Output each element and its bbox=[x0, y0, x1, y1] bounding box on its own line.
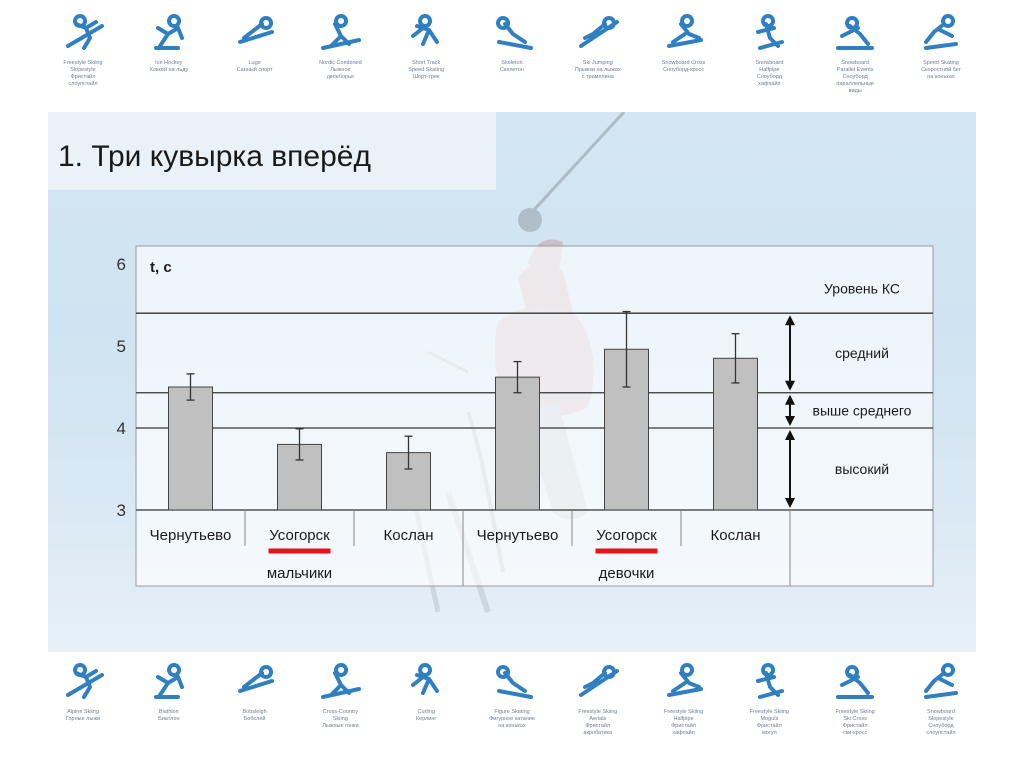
pictogram-caption: Snowboard Cross Сноуборд-кросс bbox=[661, 60, 706, 73]
ski-jumping-icon bbox=[578, 16, 619, 48]
y-tick-label: 6 bbox=[117, 255, 126, 274]
pictogram-caption: Luge Санный спорт bbox=[236, 60, 273, 73]
pictogram-caption: Snowboard Halfpipe Сноуборд хафпайп bbox=[755, 60, 784, 87]
bobsleigh-icon bbox=[237, 665, 274, 693]
bottom-pictogram: Freestyle Skiing Aerials Фристайл акроба… bbox=[563, 655, 633, 763]
level-arrow-head bbox=[785, 380, 795, 391]
pictogram-caption: Freestyle Skiing Aerials Фристайл акроба… bbox=[578, 709, 618, 736]
pictogram-caption: Bobsleigh Бобслей bbox=[242, 709, 267, 722]
level-arrow-head bbox=[785, 315, 795, 326]
title-box: 1. Три кувырка вперёд bbox=[48, 112, 496, 190]
pictogram-caption: Ice Hockey Хоккей на льду bbox=[149, 60, 189, 73]
level-label: средний bbox=[835, 345, 889, 361]
freestyle-moguls-icon bbox=[756, 663, 785, 699]
level-label: Уровень КС bbox=[824, 281, 900, 297]
y-axis-label: t, с bbox=[150, 259, 172, 276]
level-label: выше среднего bbox=[813, 402, 912, 418]
top-pictogram: Snowboard Parallel Events Сноуборд парал… bbox=[820, 6, 890, 106]
bottom-pictogram: Alpine Skiing Горные лыжи bbox=[48, 655, 118, 763]
bottom-pictogram: Snowboard Slopestyle Сноуборд слоупстайл bbox=[906, 655, 976, 763]
pictogram-caption: Nordic Combined Лыжное двоеборье bbox=[319, 60, 362, 80]
group-label: девочки bbox=[599, 565, 655, 582]
bottom-pictogram: Figure Skating Фигурное катание на коньк… bbox=[477, 655, 547, 763]
bar bbox=[495, 376, 540, 511]
top-pictogram: Snowboard Cross Сноуборд-кросс bbox=[649, 6, 719, 106]
level-arrow-head bbox=[785, 394, 795, 405]
pictogram-caption: Speed Skating Скоростной бег на коньках bbox=[921, 60, 961, 80]
pictogram-strip-bottom: Alpine Skiing Горные лыжи Biathlon Биатло… bbox=[48, 655, 976, 763]
top-pictogram: Ski Jumping Прыжки на лыжах с трамплина bbox=[563, 6, 633, 106]
pictogram-caption: Curling Керлинг bbox=[415, 709, 437, 722]
snowboard-slopestyle-icon bbox=[923, 663, 958, 699]
pictogram-caption: Freestyle Skiing Slopestyle Фристайл сло… bbox=[63, 60, 103, 87]
bar bbox=[713, 357, 758, 511]
top-pictogram: Snowboard Halfpipe Сноуборд хафпайп bbox=[734, 6, 804, 106]
level-arrow-head bbox=[785, 498, 795, 508]
biathlon-icon bbox=[153, 663, 184, 699]
pictogram-strip-top: Freestyle Skiing Slopestyle Фристайл сло… bbox=[48, 6, 976, 106]
skeleton-icon bbox=[496, 16, 533, 50]
category-label: Усогорск bbox=[596, 527, 657, 544]
pictogram-caption: Freestyle Skiing Ski Cross Фристайл ски-… bbox=[835, 709, 875, 736]
bar bbox=[168, 386, 213, 511]
snowboard-parallel-icon bbox=[836, 16, 875, 50]
y-tick-label: 4 bbox=[117, 419, 126, 438]
bottom-pictogram: Freestyle Skiing Ski Cross Фристайл ски-… bbox=[820, 655, 890, 763]
pictogram-caption: Alpine Skiing Горные лыжи bbox=[65, 709, 101, 722]
pictogram-caption: Freestyle Skiing Halfpipe Фристайл хафпа… bbox=[664, 709, 704, 736]
pictogram-caption: Skeleton Скелетон bbox=[500, 60, 524, 73]
freestyle-aerials-icon bbox=[578, 665, 619, 697]
top-pictogram: Luge Санный спорт bbox=[220, 6, 290, 106]
category-label: Чернутьево bbox=[477, 527, 559, 544]
alpine-skiing-icon bbox=[66, 663, 104, 699]
luge-icon bbox=[237, 16, 274, 44]
curling-icon bbox=[411, 663, 440, 695]
top-pictogram: Nordic Combined Лыжное двоеборье bbox=[305, 6, 375, 106]
category-label: Кослан bbox=[384, 527, 434, 544]
category-label: Чернутьево bbox=[150, 527, 232, 544]
cross-country-skiing-icon bbox=[321, 663, 362, 699]
bottom-pictogram: Freestyle Skiing Moguls Фристайл могул bbox=[734, 655, 804, 763]
top-pictogram: Skeleton Скелетон bbox=[477, 6, 547, 106]
level-arrow-head bbox=[785, 416, 795, 426]
pictogram-caption: Figure Skating Фигурное катание на коньк… bbox=[489, 709, 535, 729]
short-track-icon bbox=[411, 14, 440, 46]
bottom-pictogram: Freestyle Skiing Halfpipe Фристайл хафпа… bbox=[649, 655, 719, 763]
pictogram-caption: Biathlon Биатлон bbox=[158, 709, 180, 722]
freestyle-halfpipe-icon bbox=[666, 663, 703, 697]
pictogram-caption: Freestyle Skiing Moguls Фристайл могул bbox=[749, 709, 789, 736]
y-tick-label: 3 bbox=[117, 501, 126, 520]
freestyle-skiing-slopestyle-icon bbox=[66, 14, 104, 50]
freestyle-ski-cross-icon bbox=[836, 665, 875, 699]
level-label: высокий bbox=[835, 461, 889, 477]
category-label: Усогорск bbox=[269, 527, 330, 544]
figure-skating-icon bbox=[496, 665, 533, 699]
level-arrow-head bbox=[785, 430, 795, 440]
nordic-combined-icon bbox=[321, 14, 362, 50]
bottom-pictogram: Cross-Country Skiing Лыжные гонки bbox=[305, 655, 375, 763]
category-label: Кослан bbox=[711, 527, 761, 544]
snowboard-halfpipe-icon bbox=[756, 14, 785, 50]
top-pictogram: Speed Skating Скоростной бег на коньках bbox=[906, 6, 976, 106]
top-pictogram: Freestyle Skiing Slopestyle Фристайл сло… bbox=[48, 6, 118, 106]
bottom-pictogram: Curling Керлинг bbox=[391, 655, 461, 763]
bottom-pictogram: Biathlon Биатлон bbox=[134, 655, 204, 763]
top-pictogram: Ice Hockey Хоккей на льду bbox=[134, 6, 204, 106]
y-tick-label: 5 bbox=[117, 337, 126, 356]
slide-title: 1. Три кувырка вперёд bbox=[58, 140, 371, 173]
speed-skating-icon bbox=[923, 14, 958, 50]
ice-hockey-icon bbox=[153, 14, 184, 50]
pictogram-caption: Snowboard Parallel Events Сноуборд парал… bbox=[836, 60, 874, 94]
pictogram-caption: Snowboard Slopestyle Сноуборд слоупстайл bbox=[926, 709, 956, 736]
bottom-pictogram: Bobsleigh Бобслей bbox=[220, 655, 290, 763]
group-label: мальчики bbox=[267, 565, 332, 582]
snowboard-cross-icon bbox=[666, 14, 703, 48]
pictogram-caption: Short Track Speed Skating Шорт-трек bbox=[408, 60, 445, 80]
top-pictogram: Short Track Speed Skating Шорт-трек bbox=[391, 6, 461, 106]
pictogram-caption: Cross-Country Skiing Лыжные гонки bbox=[322, 709, 359, 729]
pictogram-caption: Ski Jumping Прыжки на лыжах с трамплина bbox=[574, 60, 621, 80]
